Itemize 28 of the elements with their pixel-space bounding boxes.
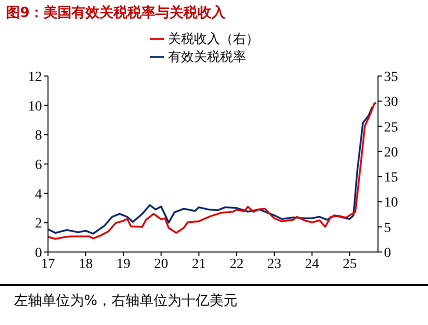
y-tick-label: 12 [28, 70, 42, 85]
y2-tick-label: 30 [384, 95, 398, 110]
x-tick-label: 19 [116, 256, 130, 272]
y2-tick-label: 5 [384, 220, 391, 236]
y2-tick-label: 25 [384, 120, 398, 136]
y-tick-label: 4 [35, 187, 42, 202]
y2-tick-label: 0 [384, 246, 391, 261]
x-tick-label: 25 [342, 256, 357, 272]
x-tick-label: 20 [154, 256, 168, 272]
chart-title: 图9：美国有效关税税率与关税收入 [6, 4, 226, 22]
x-tick-label: 24 [305, 256, 319, 272]
y-tick-label: 8 [35, 128, 42, 144]
y2-tick-label: 15 [384, 170, 398, 186]
legend-label: 关税收入（右） [168, 32, 259, 47]
y-tick-label: 0 [35, 246, 42, 261]
y-tick-label: 2 [35, 216, 42, 232]
x-tick-label: 22 [230, 256, 244, 272]
x-tick-label: 18 [78, 256, 93, 272]
y2-tick-label: 20 [384, 145, 398, 160]
x-tick-label: 23 [267, 256, 282, 272]
x-tick-label: 21 [192, 256, 206, 272]
text: 左轴单位为%，右轴单位为十亿美元 [14, 292, 238, 310]
legend-label: 有效关税税率 [168, 50, 246, 65]
y2-tick-label: 10 [384, 196, 398, 211]
x-tick-label: 17 [41, 256, 55, 272]
y-tick-label: 6 [35, 158, 42, 173]
y2-tick-label: 35 [384, 70, 398, 85]
y-tick-label: 10 [28, 99, 42, 114]
